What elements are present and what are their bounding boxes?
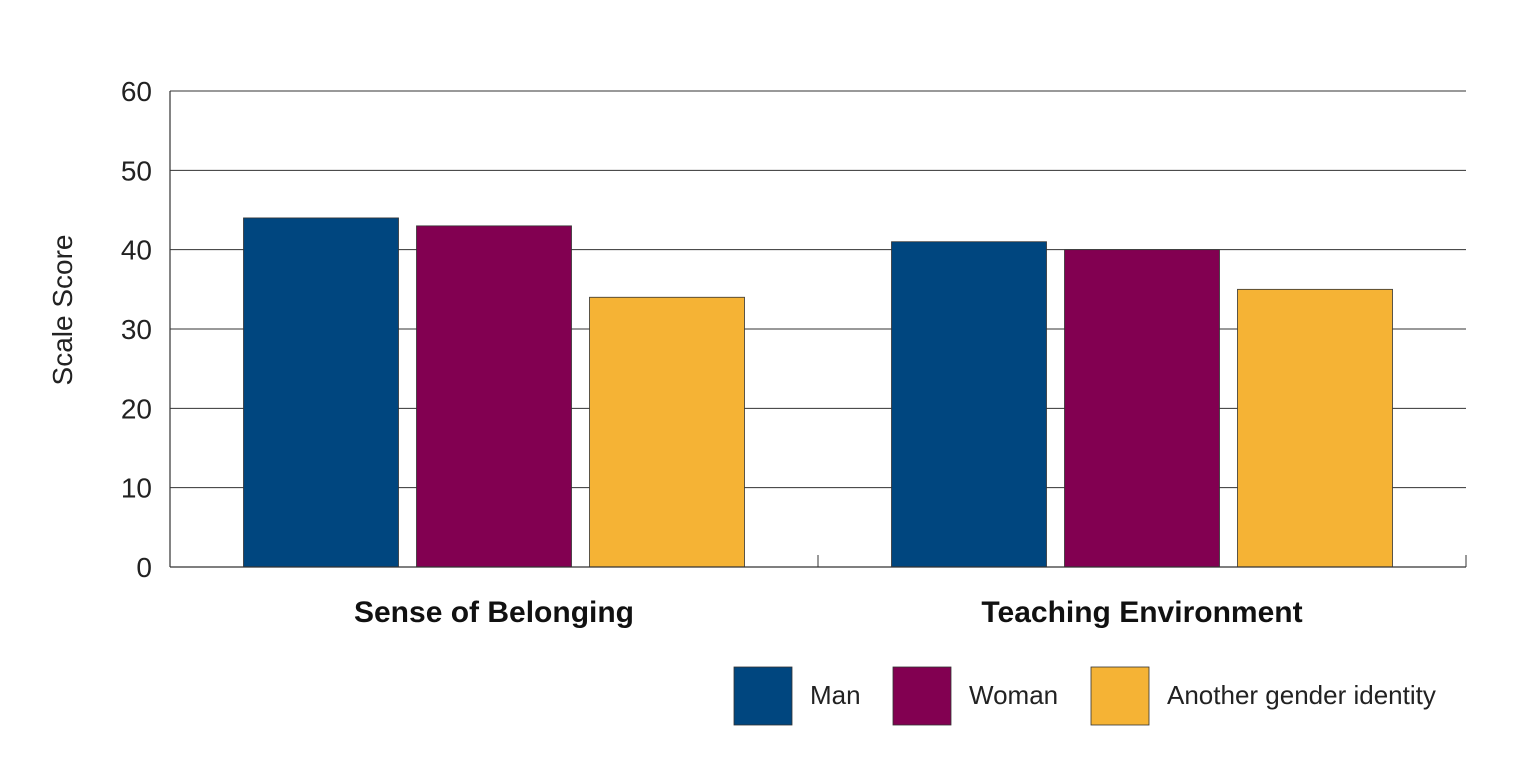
category-label: Teaching Environment [981, 596, 1302, 629]
category-labels: Sense of Belonging Teaching Environment [354, 596, 1303, 629]
legend-label: Man [810, 680, 861, 710]
legend-label: Another gender identity [1167, 680, 1436, 710]
bar-woman [1064, 249, 1220, 568]
y-tick-label: 30 [121, 314, 152, 345]
bar-another-gender-identity [1237, 288, 1393, 568]
legend-swatch [733, 666, 793, 726]
legend-label: Woman [969, 680, 1058, 710]
y-axis-title: Scale Score [47, 235, 78, 386]
axes [169, 91, 1467, 568]
y-tick-labels: 0 10 20 30 40 50 60 [121, 76, 152, 583]
bar-man [891, 241, 1047, 568]
bars [243, 217, 1393, 568]
y-tick-label: 20 [121, 393, 152, 424]
legend-swatch [892, 666, 952, 726]
y-tick-label: 10 [121, 473, 152, 504]
y-tick-label: 0 [136, 552, 152, 583]
bar-woman [416, 225, 572, 568]
y-tick-label: 60 [121, 76, 152, 107]
y-tick-label: 50 [121, 155, 152, 186]
y-tick-label: 40 [121, 235, 152, 266]
legend-swatch [1090, 666, 1150, 726]
bar-another-gender-identity [589, 296, 745, 568]
bar-man [243, 217, 399, 568]
legend: Man Woman Another gender identity [733, 666, 1436, 726]
category-label: Sense of Belonging [354, 596, 634, 629]
